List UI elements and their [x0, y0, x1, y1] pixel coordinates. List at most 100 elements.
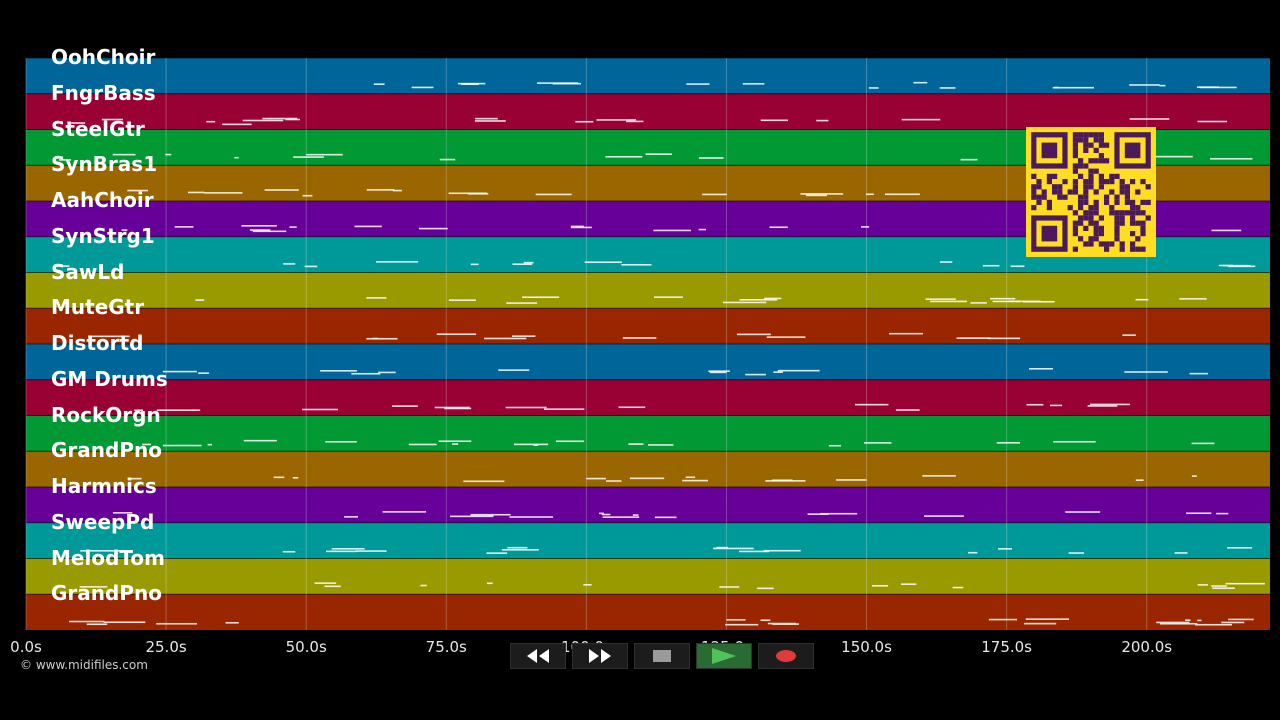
- midi-note: [1174, 552, 1188, 554]
- midi-note: [1129, 84, 1160, 86]
- midi-note: [777, 369, 820, 372]
- midi-note: [939, 87, 956, 89]
- track-label: Harmnics: [51, 474, 157, 498]
- midi-note: [234, 156, 239, 159]
- midi-note: [434, 406, 470, 409]
- midi-note: [283, 263, 296, 265]
- midi-note: [1228, 265, 1256, 268]
- midi-note: [987, 337, 1021, 340]
- midi-note: [805, 194, 828, 197]
- midi-note: [1090, 403, 1131, 406]
- midi-note: [924, 515, 964, 517]
- play-button[interactable]: [696, 643, 752, 669]
- midi-note: [997, 548, 1012, 550]
- midi-note: [80, 550, 124, 552]
- midi-note: [142, 443, 151, 446]
- midi-note: [860, 226, 870, 228]
- midi-note: [835, 479, 867, 481]
- record-button[interactable]: [758, 643, 814, 669]
- midi-note: [760, 619, 771, 622]
- track-label: SynStrg1: [51, 223, 155, 248]
- qr-code: [1026, 127, 1156, 257]
- midi-note: [475, 117, 498, 120]
- track-label: GrandPno: [51, 581, 162, 606]
- midi-note: [1197, 584, 1208, 586]
- midi-note: [584, 261, 622, 264]
- midi-note: [555, 440, 585, 443]
- midi-note: [1010, 265, 1025, 268]
- midi-note: [411, 86, 434, 89]
- midi-note: [654, 296, 683, 298]
- midi-note: [828, 444, 841, 447]
- midi-note: [289, 226, 297, 228]
- midi-note: [474, 120, 506, 122]
- midi-note: [121, 229, 128, 231]
- midi-note: [739, 550, 770, 553]
- midi-note: [101, 118, 123, 121]
- midi-note: [1159, 622, 1198, 625]
- midi-note: [766, 336, 806, 338]
- midi-note: [79, 586, 108, 588]
- midi-note: [444, 407, 472, 410]
- piano-roll[interactable]: [0, 0, 1280, 635]
- fast-forward-button[interactable]: [572, 643, 628, 669]
- midi-note: [543, 408, 585, 410]
- midi-note: [1124, 371, 1168, 373]
- midi-note: [1026, 403, 1044, 406]
- midi-note: [925, 298, 956, 300]
- midi-note: [452, 443, 459, 445]
- midi-note: [306, 153, 343, 156]
- time-tick-label: 200.0s: [1121, 638, 1173, 656]
- midi-note: [439, 158, 456, 161]
- midi-note: [222, 123, 252, 126]
- midi-note: [820, 512, 858, 515]
- midi-note: [325, 440, 357, 443]
- rewind-button[interactable]: [510, 643, 566, 669]
- midi-note: [726, 619, 746, 621]
- midi-note: [988, 618, 1017, 621]
- midi-note: [601, 513, 611, 516]
- midi-note: [960, 158, 978, 161]
- midi-note: [889, 332, 923, 335]
- midi-note: [868, 87, 879, 89]
- midi-note: [351, 372, 381, 375]
- track-label: GrandPno: [51, 438, 162, 463]
- midi-note: [506, 302, 538, 304]
- midi-note: [448, 192, 488, 195]
- midi-note: [1218, 264, 1234, 267]
- midi-note: [241, 225, 277, 227]
- midi-note: [583, 584, 592, 586]
- track-notes: [134, 403, 1131, 412]
- midi-note: [134, 409, 144, 412]
- midi-note: [484, 337, 527, 340]
- midi-note: [1049, 404, 1063, 407]
- track-lane: [26, 487, 1270, 523]
- midi-note: [418, 227, 448, 230]
- midi-note: [1197, 120, 1228, 123]
- midi-note: [1227, 547, 1253, 549]
- stop-button[interactable]: [634, 643, 690, 669]
- transport-controls: [510, 643, 814, 669]
- track-lane: [26, 415, 1270, 452]
- midi-note: [1225, 582, 1265, 585]
- midi-note: [156, 622, 198, 625]
- midi-note: [763, 549, 801, 552]
- midi-note: [1221, 621, 1245, 624]
- midi-note: [1199, 86, 1237, 89]
- track-label: GM Drums: [51, 366, 168, 391]
- midi-note: [685, 476, 696, 479]
- track-notes: [79, 582, 1265, 590]
- midi-note: [1191, 475, 1197, 477]
- track-notes: [55, 261, 1256, 268]
- midi-note: [895, 409, 920, 411]
- midi-note: [702, 193, 727, 196]
- midi-note: [344, 516, 359, 518]
- track-lane: [26, 272, 1270, 309]
- midi-note: [1135, 298, 1149, 301]
- record-icon: [776, 650, 796, 662]
- rewind-icon: [527, 649, 549, 663]
- midi-note: [507, 546, 528, 549]
- track-label: Distortd: [51, 331, 144, 355]
- midi-note: [324, 585, 341, 588]
